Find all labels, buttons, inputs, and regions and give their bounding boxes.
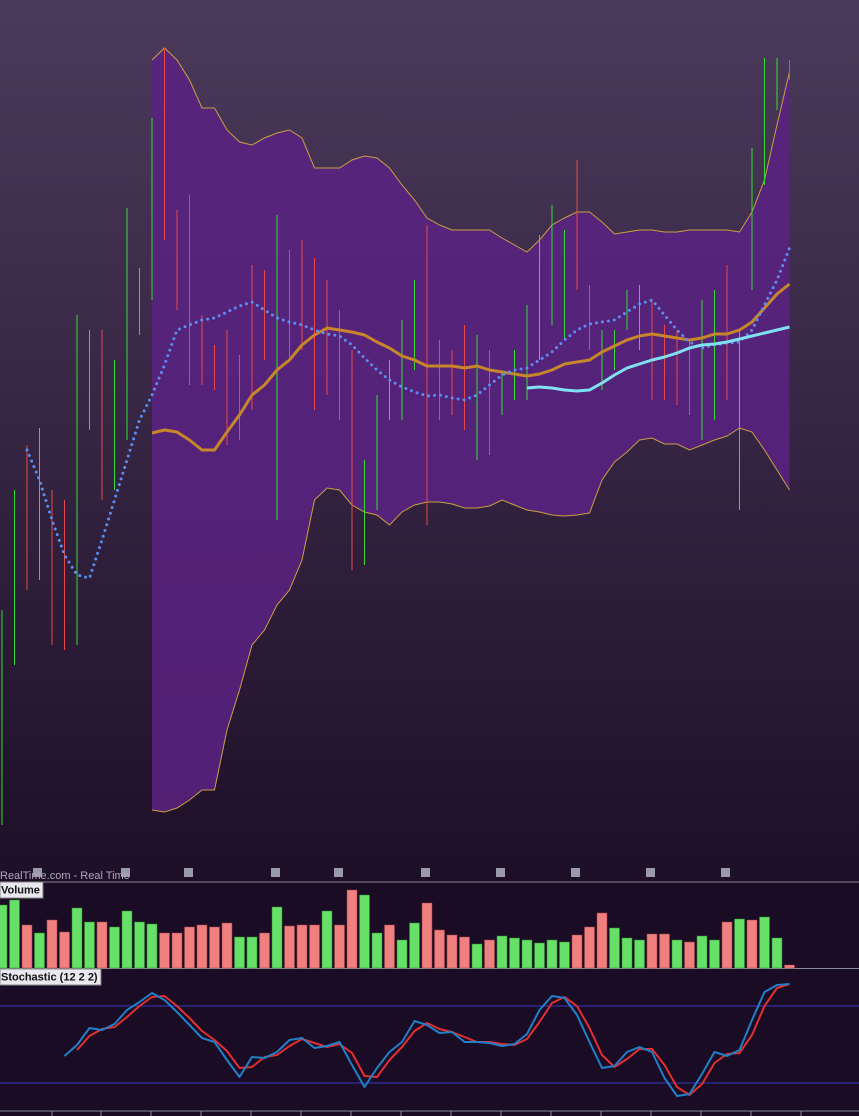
volume-bar bbox=[446, 934, 458, 969]
volume-bar bbox=[59, 931, 70, 969]
volume-bar bbox=[684, 941, 695, 969]
oscillator-line bbox=[63, 983, 790, 1097]
volume-bar bbox=[184, 926, 195, 969]
indicator-line bbox=[526, 325, 790, 393]
volume-bar bbox=[71, 907, 83, 969]
volume-bar bbox=[296, 924, 308, 969]
band-lower bbox=[151, 427, 790, 813]
volume-bar bbox=[609, 927, 620, 969]
volume-bar bbox=[146, 923, 158, 969]
time-ticks bbox=[51, 1111, 802, 1116]
volume-bar bbox=[459, 936, 470, 969]
volume-bar bbox=[721, 921, 733, 969]
volume-bar bbox=[746, 919, 758, 969]
volume-bar bbox=[284, 925, 295, 969]
volume-bar bbox=[34, 932, 45, 969]
panel-title-box bbox=[0, 968, 102, 986]
volume-bar bbox=[371, 932, 383, 969]
volume-bar bbox=[359, 894, 370, 969]
volume-bar bbox=[534, 942, 545, 969]
band-fill bbox=[152, 48, 790, 812]
stochastic-panel bbox=[0, 970, 859, 1110]
volume-bar bbox=[621, 937, 633, 969]
volume-bar bbox=[571, 934, 583, 969]
volume-bar bbox=[171, 932, 183, 969]
volume-bar bbox=[96, 921, 108, 969]
volume-bar bbox=[196, 924, 208, 969]
volume-bar bbox=[559, 941, 570, 969]
volume-bar bbox=[246, 936, 258, 969]
volume-bar bbox=[421, 902, 433, 969]
volume-bar bbox=[159, 932, 170, 969]
panel-title: Volume bbox=[1, 884, 40, 896]
indicator-line bbox=[151, 282, 791, 452]
volume-bar bbox=[546, 939, 558, 969]
volume-bar bbox=[509, 937, 520, 969]
volume-bar bbox=[9, 899, 20, 969]
watermark: RealTime.com - Real Time bbox=[0, 870, 130, 882]
volume-bar bbox=[84, 921, 95, 969]
volume-bar bbox=[109, 926, 120, 969]
volume-bar bbox=[309, 924, 320, 969]
volume-bar bbox=[434, 929, 445, 969]
volume-bar bbox=[634, 939, 645, 969]
volume-bar bbox=[396, 939, 408, 969]
volume-bar bbox=[521, 939, 533, 969]
volume-bar bbox=[234, 936, 245, 969]
volume-bar bbox=[696, 935, 708, 969]
panel-title: Stochastic (12 2 2) bbox=[1, 971, 98, 983]
volume-bar bbox=[121, 910, 133, 969]
volume-bar bbox=[46, 919, 58, 969]
volume-bar bbox=[209, 926, 220, 969]
volume-bar bbox=[384, 924, 395, 969]
volume-bar bbox=[346, 889, 358, 969]
volume-bar bbox=[471, 943, 483, 969]
volume-bar bbox=[496, 935, 508, 969]
oscillator-line bbox=[76, 983, 790, 1096]
volume-bar bbox=[334, 924, 345, 969]
volume-bar bbox=[21, 924, 33, 969]
volume-bar bbox=[734, 918, 745, 969]
volume-bar bbox=[771, 937, 783, 969]
volume-bar bbox=[671, 939, 683, 969]
volume-bar bbox=[659, 933, 670, 969]
volume-bar bbox=[409, 922, 420, 969]
volume-bar bbox=[259, 932, 270, 969]
volume-bar bbox=[646, 933, 658, 969]
panel-title-box bbox=[0, 881, 44, 899]
volume-bar bbox=[271, 906, 283, 969]
volume-bar bbox=[484, 939, 495, 969]
band-upper bbox=[151, 47, 790, 253]
volume-bar bbox=[709, 939, 720, 969]
volume-bar bbox=[784, 964, 795, 969]
volume-bar bbox=[0, 904, 8, 969]
volume-bar bbox=[321, 910, 333, 969]
volume-bar bbox=[584, 926, 595, 969]
volume-bar bbox=[134, 921, 145, 969]
indicator-line bbox=[25, 246, 791, 580]
volume-bar bbox=[221, 922, 233, 969]
calendar-icons bbox=[33, 868, 730, 877]
volume-bar bbox=[759, 916, 770, 969]
volume-bar bbox=[596, 912, 608, 969]
